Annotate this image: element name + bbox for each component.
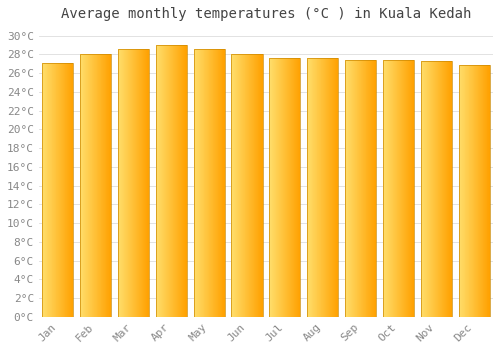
Bar [307,58,338,317]
Bar [80,54,111,317]
Bar [118,49,149,317]
Bar [232,54,262,317]
Bar [383,60,414,317]
Bar [345,60,376,317]
Bar [458,65,490,317]
Bar [270,58,300,317]
Bar [421,61,452,317]
Bar [194,49,224,317]
Bar [42,63,74,317]
Title: Average monthly temperatures (°C ) in Kuala Kedah: Average monthly temperatures (°C ) in Ku… [60,7,471,21]
Bar [156,45,187,317]
